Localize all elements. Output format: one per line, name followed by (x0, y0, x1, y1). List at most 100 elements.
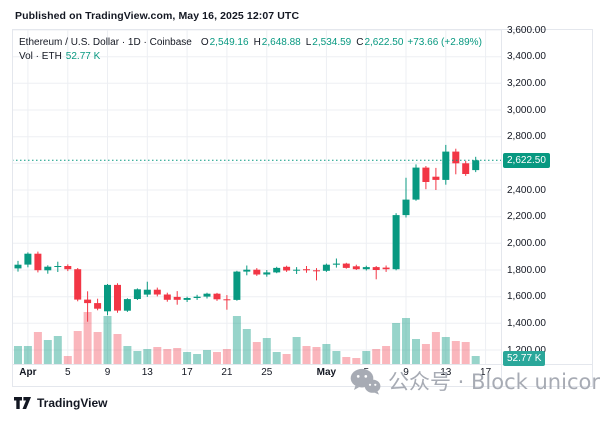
candle-body[interactable] (273, 267, 281, 273)
volume-bar (33, 332, 42, 364)
candle-body[interactable] (94, 303, 102, 309)
candle-body[interactable] (432, 176, 440, 180)
time-axis-label: 9 (104, 367, 111, 378)
candle-body[interactable] (223, 299, 231, 301)
candle-body[interactable] (233, 271, 241, 300)
volume-bar (402, 318, 410, 364)
tradingview-attribution-text: TradingView (37, 396, 108, 410)
volume-bar (93, 332, 102, 364)
volume-bar (441, 337, 450, 364)
volume-bar (382, 346, 391, 364)
candle-body[interactable] (283, 266, 291, 271)
candle-body[interactable] (372, 267, 380, 270)
candle-body[interactable] (193, 296, 201, 298)
candle-body[interactable] (143, 289, 151, 295)
volume-bar (461, 342, 470, 364)
volume-bar (63, 356, 72, 364)
open-value: 2,549.16 (209, 37, 249, 48)
volume-bar (392, 323, 401, 364)
candle-body[interactable] (293, 269, 301, 271)
widget-border (12, 29, 593, 387)
wechat-icon (350, 368, 381, 395)
candle-body[interactable] (203, 293, 211, 297)
legend-symbol-row: Ethereum / U.S. Dollar · 1D · Coinbase O2… (19, 36, 482, 49)
volume-bar (73, 331, 82, 364)
candle-body[interactable] (392, 215, 400, 270)
candle-body[interactable] (352, 266, 360, 270)
candle-body[interactable] (263, 272, 271, 275)
candle-body[interactable] (114, 284, 121, 311)
volume-title: Vol · ETH (19, 51, 62, 62)
price-axis-label: 2,000.00 (507, 237, 546, 249)
time-axis-label: 13 (141, 367, 153, 378)
candle-body[interactable] (313, 270, 320, 272)
candle-body[interactable] (64, 266, 72, 270)
volume-bar (412, 339, 420, 364)
candle-body[interactable] (472, 160, 480, 171)
time-axis-label: 21 (221, 367, 233, 378)
volume-bar (352, 358, 361, 364)
price-axis-label: 3,400.00 (507, 51, 546, 63)
volume-bar (282, 354, 291, 364)
candle-body[interactable] (342, 263, 350, 268)
time-axis-label: 13 (440, 367, 452, 378)
close-value: 2,622.50 (364, 37, 404, 48)
volume-bar (312, 347, 321, 364)
volume-bar (322, 344, 331, 364)
candle-body[interactable] (243, 269, 251, 272)
candle-body[interactable] (382, 267, 390, 270)
candle-body[interactable] (104, 284, 111, 312)
candle-body[interactable] (74, 269, 82, 300)
price-axis-label: 3,000.00 (507, 104, 546, 116)
volume-bar (272, 352, 281, 364)
symbol-title: Ethereum / U.S. Dollar · 1D · Coinbase (19, 37, 192, 48)
candle-body[interactable] (153, 289, 161, 295)
time-axis-label: 5 (65, 367, 71, 378)
candle-body[interactable] (163, 294, 171, 300)
candle-body[interactable] (362, 267, 370, 270)
candle-body[interactable] (34, 253, 42, 271)
time-axis-label: 17 (181, 367, 193, 378)
candle-body[interactable] (322, 264, 330, 271)
volume-bar (471, 356, 480, 364)
volume-bar (23, 346, 32, 364)
candle-body[interactable] (84, 299, 92, 304)
volume-bar (342, 357, 351, 364)
volume-bar (421, 344, 430, 364)
legend-volume-row: Vol · ETH 52.77 K (19, 50, 482, 63)
candle-body[interactable] (213, 293, 221, 300)
volume-bar (193, 354, 202, 364)
candle-body[interactable] (442, 151, 450, 180)
tradingview-logo-icon (14, 397, 31, 409)
candle-body[interactable] (253, 269, 261, 275)
candle-body[interactable] (452, 151, 460, 164)
candle-body[interactable] (183, 298, 191, 300)
candle-body[interactable] (133, 289, 141, 299)
time-axis-label: 25 (261, 367, 273, 378)
candle-body[interactable] (412, 167, 420, 200)
candle-body[interactable] (462, 163, 470, 174)
price-axis-label: 1,400.00 (507, 317, 546, 329)
candle-body[interactable] (54, 266, 62, 267)
last-price-badge: 2,622.50 (503, 152, 550, 168)
candle-body[interactable] (14, 264, 22, 269)
candle-body[interactable] (303, 269, 310, 271)
time-axis-label: May (316, 367, 337, 378)
candle-body[interactable] (123, 299, 131, 311)
candle-body[interactable] (332, 263, 340, 265)
candle-body[interactable] (44, 266, 52, 271)
volume-bar (431, 332, 440, 364)
candle-body[interactable] (402, 199, 410, 216)
candle-body[interactable] (173, 296, 181, 300)
volume-bar (332, 351, 341, 364)
volume-badge: 52.77 K (503, 351, 546, 366)
watermark: 公众号 · Block unicorn (350, 368, 600, 395)
volume-bar (103, 316, 112, 364)
price-axis-label: 1,200.00 (507, 344, 546, 356)
price-axis-label: 1,600.00 (507, 291, 546, 303)
volume-bar (372, 349, 381, 364)
candle-body[interactable] (24, 253, 32, 265)
volume-bar (173, 348, 182, 364)
candle-body[interactable] (422, 167, 430, 182)
